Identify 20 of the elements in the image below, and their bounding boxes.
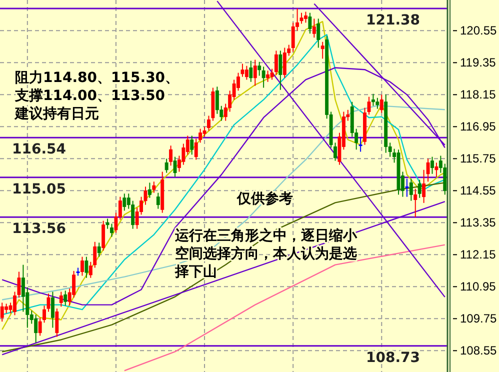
- y-tick-label: 118.15: [460, 88, 496, 102]
- y-tick-label: 113.35: [460, 216, 496, 230]
- ref-line-label: 116.54: [12, 142, 66, 158]
- y-tick-label: 108.55: [460, 344, 498, 358]
- annotation: 建议持有日元: [14, 105, 99, 122]
- y-tick-label: 116.95: [460, 120, 496, 134]
- annotation: 阻力114.80、115.30、: [15, 70, 180, 86]
- y-tick-label: 114.55: [460, 184, 496, 198]
- ref-line-label: 121.38: [366, 12, 420, 29]
- y-tick-label: 109.75: [460, 312, 498, 326]
- y-tick-label: 112.15: [460, 248, 496, 262]
- ref-line-label: 108.73: [366, 350, 420, 366]
- y-tick-label: 119.35: [460, 56, 496, 70]
- annotation: 支撑114.00、113.50: [14, 88, 166, 104]
- annotation: 仅供参考: [236, 190, 293, 207]
- y-tick-label: 120.55: [460, 24, 498, 38]
- ref-line-label: 115.05: [12, 181, 66, 198]
- ref-line-label: 113.56: [12, 221, 66, 238]
- y-tick-label: 110.95: [460, 280, 496, 294]
- y-tick-label: 115.75: [460, 152, 496, 166]
